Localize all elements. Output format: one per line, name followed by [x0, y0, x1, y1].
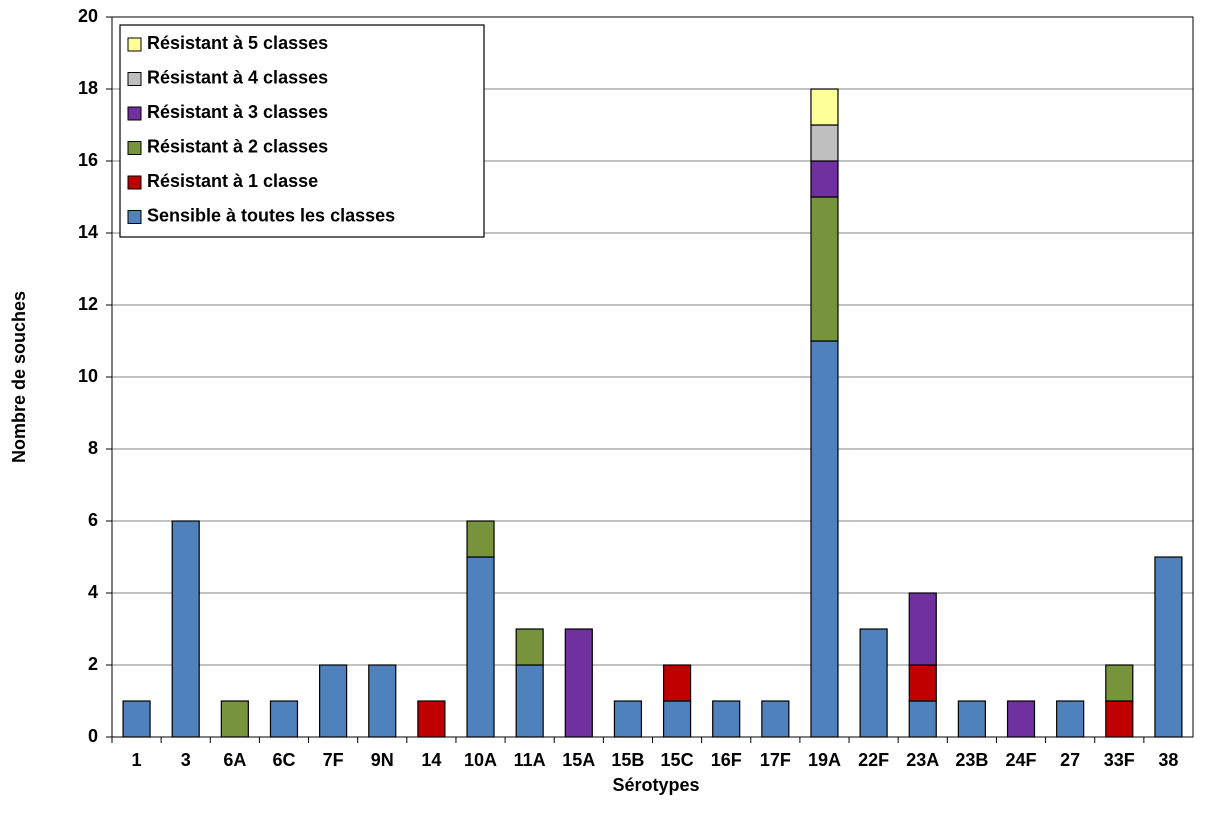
x-axis-label: Sérotypes — [612, 775, 699, 795]
bar-segment — [662, 664, 692, 702]
x-tick-label: 23A — [906, 750, 939, 770]
bar-segment — [908, 592, 937, 666]
x-tick-label: 17F — [760, 750, 791, 770]
bar-segment — [564, 628, 593, 738]
y-tick-label: 10 — [78, 366, 98, 386]
x-tick-label: 38 — [1158, 750, 1178, 770]
y-tick-label: 6 — [88, 510, 98, 530]
x-tick-label: 24F — [1006, 750, 1037, 770]
x-tick-label: 15A — [562, 750, 595, 770]
x-tick-label: 27 — [1060, 750, 1080, 770]
x-tick-label: 9N — [371, 750, 394, 770]
x-tick-label: 33F — [1104, 750, 1135, 770]
x-tick-label: 16F — [711, 750, 742, 770]
bar-segment — [368, 664, 397, 738]
bar-segment — [662, 700, 692, 738]
bar-segment — [1105, 700, 1134, 738]
legend-swatch — [127, 210, 142, 224]
x-tick-label: 1 — [132, 750, 142, 770]
bar-segment — [810, 124, 839, 162]
legend-swatch — [127, 141, 142, 155]
y-tick-label: 8 — [88, 438, 98, 458]
legend-swatch — [127, 175, 142, 190]
y-tick-label: 16 — [78, 150, 98, 170]
x-tick-label: 6A — [223, 750, 246, 770]
bar-segment — [712, 700, 741, 738]
x-tick-label: 10A — [464, 750, 497, 770]
bar-segment — [417, 700, 446, 738]
bar-segment — [810, 88, 839, 126]
bar-segment — [1105, 664, 1134, 702]
x-tick-label: 15C — [661, 750, 694, 770]
bar-segment — [859, 628, 888, 738]
bar-segment — [908, 664, 937, 702]
bar-segment — [957, 700, 986, 738]
legend-swatch — [127, 72, 142, 86]
x-tick-label: 6C — [272, 750, 295, 770]
legend-swatch — [127, 106, 142, 121]
x-tick-label: 3 — [181, 750, 191, 770]
legend-label: Résistant à 3 classes — [147, 102, 328, 122]
bar-segment — [220, 700, 249, 738]
bar-segment — [1056, 700, 1085, 738]
y-tick-label: 12 — [78, 294, 98, 314]
bar-segment — [1154, 556, 1183, 738]
x-tick-label: 23B — [955, 750, 988, 770]
bar-segment — [122, 700, 151, 738]
bar-segment — [1006, 700, 1036, 738]
legend-box — [119, 24, 485, 238]
y-axis-label: Nombre de souches — [9, 291, 29, 463]
bar-segment — [810, 160, 839, 198]
bar-segment — [466, 556, 495, 738]
x-tick-label: 15B — [611, 750, 644, 770]
bar-segment — [515, 664, 544, 738]
bar-segment — [515, 628, 544, 666]
bar-segment — [466, 520, 495, 558]
legend-label: Résistant à 2 classes — [147, 136, 328, 156]
bar-segment — [319, 664, 348, 738]
bar-segment — [269, 700, 299, 738]
x-tick-label: 14 — [421, 750, 441, 770]
legend-label: Résistant à 4 classes — [147, 67, 328, 87]
y-tick-label: 4 — [88, 582, 98, 602]
bar-segment — [810, 340, 839, 738]
x-tick-label: 11A — [514, 750, 546, 770]
y-tick-label: 2 — [88, 654, 98, 674]
x-tick-label: 7F — [323, 750, 344, 770]
legend-label: Sensible à toutes les classes — [147, 205, 395, 225]
bar-segment — [908, 700, 937, 738]
x-tick-label: 19A — [808, 750, 841, 770]
bar-segment — [761, 700, 790, 738]
y-tick-label: 0 — [88, 726, 98, 746]
y-tick-label: 20 — [78, 6, 98, 26]
bar-segment — [810, 196, 839, 342]
legend-swatch — [127, 37, 142, 52]
y-tick-label: 18 — [78, 78, 98, 98]
legend-label: Résistant à 5 classes — [147, 33, 328, 53]
bar-segment — [171, 520, 200, 738]
y-tick-label: 14 — [78, 222, 98, 242]
x-tick-label: 22F — [858, 750, 889, 770]
legend-label: Résistant à 1 classe — [147, 171, 318, 191]
bar-segment — [613, 700, 643, 738]
